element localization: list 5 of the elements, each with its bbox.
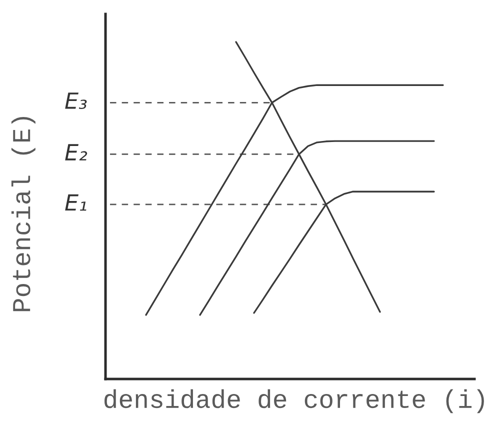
series-label: E₂ [65, 144, 88, 160]
y-axis-title: Potencial (E) [11, 117, 36, 312]
x-axis-title: densidade de corrente (i) [104, 389, 484, 414]
series-label: E₁ [65, 194, 86, 211]
series-label: E₃ [65, 92, 87, 110]
